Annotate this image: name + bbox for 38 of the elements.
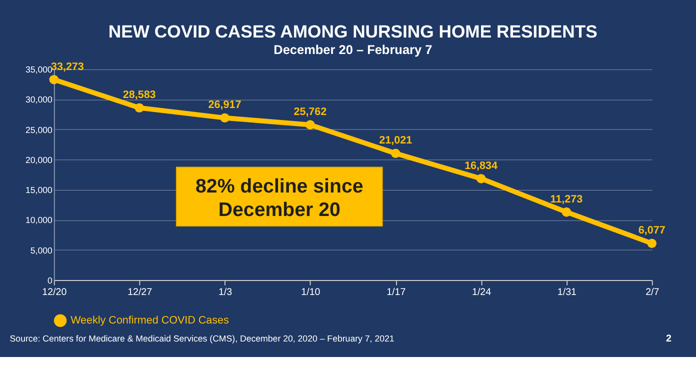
x-tick-label: 1/3 (218, 287, 233, 298)
chart-subtitle: December 20 – February 7 (274, 42, 432, 58)
point (562, 207, 572, 217)
text: 25,762 (294, 106, 327, 118)
point (134, 103, 144, 112)
y-tick-label: 5,000 (30, 245, 53, 256)
x-tick-label: 1/10 (301, 287, 321, 298)
y-tick-label: 10,000 (25, 215, 53, 226)
x-tick-label: 1/24 (472, 287, 492, 298)
point (647, 238, 657, 248)
point (476, 174, 486, 184)
y-tick-label: 20,000 (25, 154, 53, 165)
text: 33,273 (50, 60, 84, 73)
point (220, 113, 230, 123)
text: 6,077 (638, 224, 666, 237)
text: 2 (666, 334, 672, 345)
source-note: Source: Centers for Medicare & Medicaid Services (CMS), December 20, 2020 – February 7, 2021 (10, 334, 394, 344)
text: 28,583 (122, 89, 156, 102)
point (49, 74, 59, 84)
x-tick-label: 12/27 (128, 287, 152, 298)
chart-title: NEW COVID CASES AMONG NURSING HOME RESIDENTS (108, 21, 598, 42)
x-tick-label: 1/17 (386, 287, 406, 298)
text: 26,917 (208, 99, 242, 112)
text: 11,273 (550, 193, 583, 206)
y-tick-label: 35,000 (25, 64, 53, 75)
x-tick-label: 12/20 (42, 287, 68, 298)
legend-label: Weekly Confirmed COVID Cases (70, 314, 229, 327)
y-tick-label: 25,000 (25, 124, 53, 135)
y-tick-label: 30,000 (25, 94, 53, 105)
point (306, 120, 315, 130)
annotation: 82% decline since December 20 (196, 176, 364, 222)
x-tick-label: 2/7 (646, 287, 660, 298)
x-tick-label: 1/31 (557, 287, 576, 298)
y-tick-label: 15,000 (25, 185, 53, 196)
text: 16,834 (464, 160, 498, 172)
point (390, 148, 400, 158)
y-tick-label: 0 (48, 275, 53, 286)
text: 21,021 (379, 134, 412, 147)
